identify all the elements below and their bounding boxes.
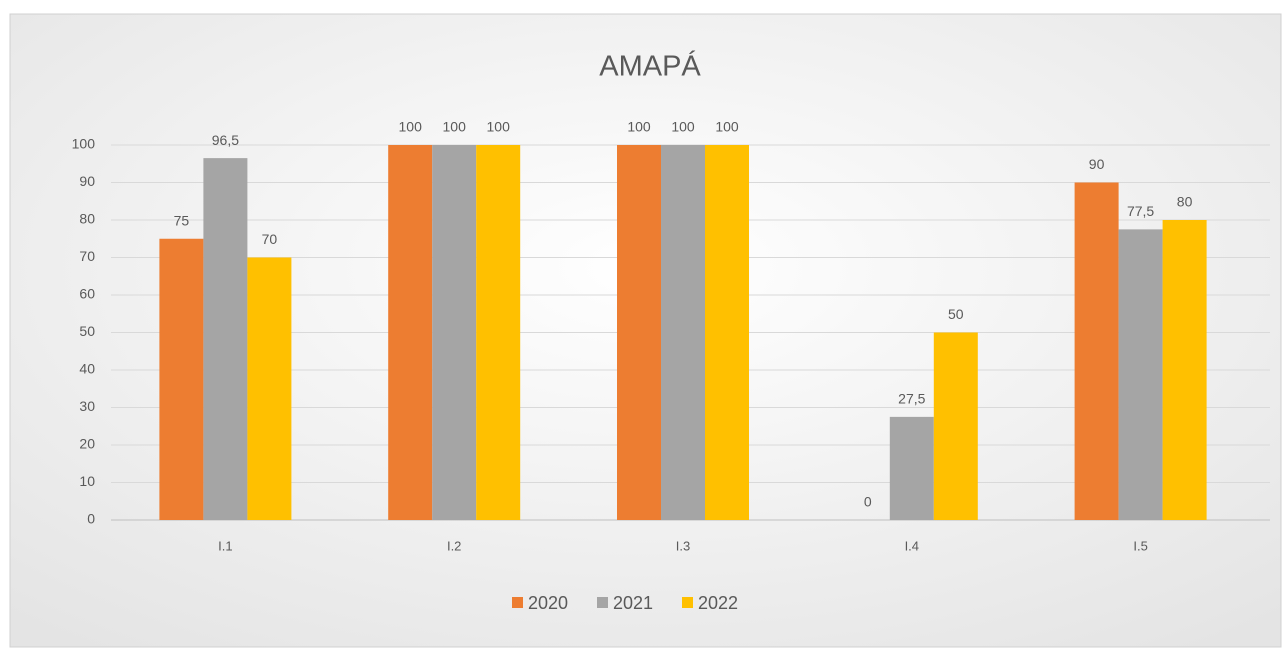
x-tick-label: I.1	[218, 538, 232, 553]
y-tick-label: 80	[79, 211, 95, 227]
value-label: 0	[864, 494, 872, 510]
value-label: 100	[671, 119, 695, 135]
chart-title: AMAPÁ	[599, 50, 701, 83]
legend-swatch	[682, 597, 693, 608]
y-tick-label: 30	[79, 398, 95, 414]
x-tick-label: I.4	[905, 538, 919, 553]
y-tick-label: 0	[87, 511, 95, 527]
value-label: 80	[1177, 194, 1193, 210]
value-label: 70	[262, 231, 278, 247]
y-tick-label: 70	[79, 248, 95, 264]
bar	[1162, 220, 1207, 520]
y-tick-label: 90	[79, 173, 95, 189]
x-tick-label: I.2	[447, 538, 461, 553]
bar	[1074, 182, 1119, 520]
bar	[203, 158, 248, 520]
value-label: 27,5	[898, 391, 925, 407]
x-tick-label: I.3	[676, 538, 690, 553]
bar	[1118, 229, 1163, 520]
y-tick-label: 50	[79, 323, 95, 339]
legend-label: 2022	[698, 593, 738, 613]
value-label: 100	[715, 119, 739, 135]
value-label: 100	[627, 119, 651, 135]
bar	[933, 332, 978, 520]
value-label: 77,5	[1127, 203, 1154, 219]
bar	[617, 145, 661, 520]
y-tick-label: 10	[79, 473, 95, 489]
value-label: 100	[443, 119, 467, 135]
y-tick-label: 100	[72, 136, 96, 152]
y-tick-label: 60	[79, 286, 95, 302]
bar	[889, 416, 934, 520]
bar	[247, 257, 292, 520]
value-label: 90	[1089, 156, 1105, 172]
y-tick-label: 20	[79, 436, 95, 452]
value-label: 50	[948, 306, 964, 322]
bar	[705, 145, 749, 520]
legend-swatch	[597, 597, 608, 608]
legend-swatch	[512, 597, 523, 608]
x-tick-label: I.5	[1133, 538, 1147, 553]
bar	[388, 145, 433, 520]
bar	[661, 145, 705, 520]
legend-label: 2020	[528, 593, 568, 613]
y-tick-label: 40	[79, 361, 95, 377]
bar	[159, 238, 204, 520]
bar	[432, 145, 477, 520]
bar	[476, 145, 521, 520]
value-label: 100	[399, 119, 423, 135]
value-label: 96,5	[212, 132, 239, 148]
value-label: 100	[487, 119, 511, 135]
legend-label: 2021	[613, 593, 653, 613]
value-label: 75	[174, 212, 190, 228]
